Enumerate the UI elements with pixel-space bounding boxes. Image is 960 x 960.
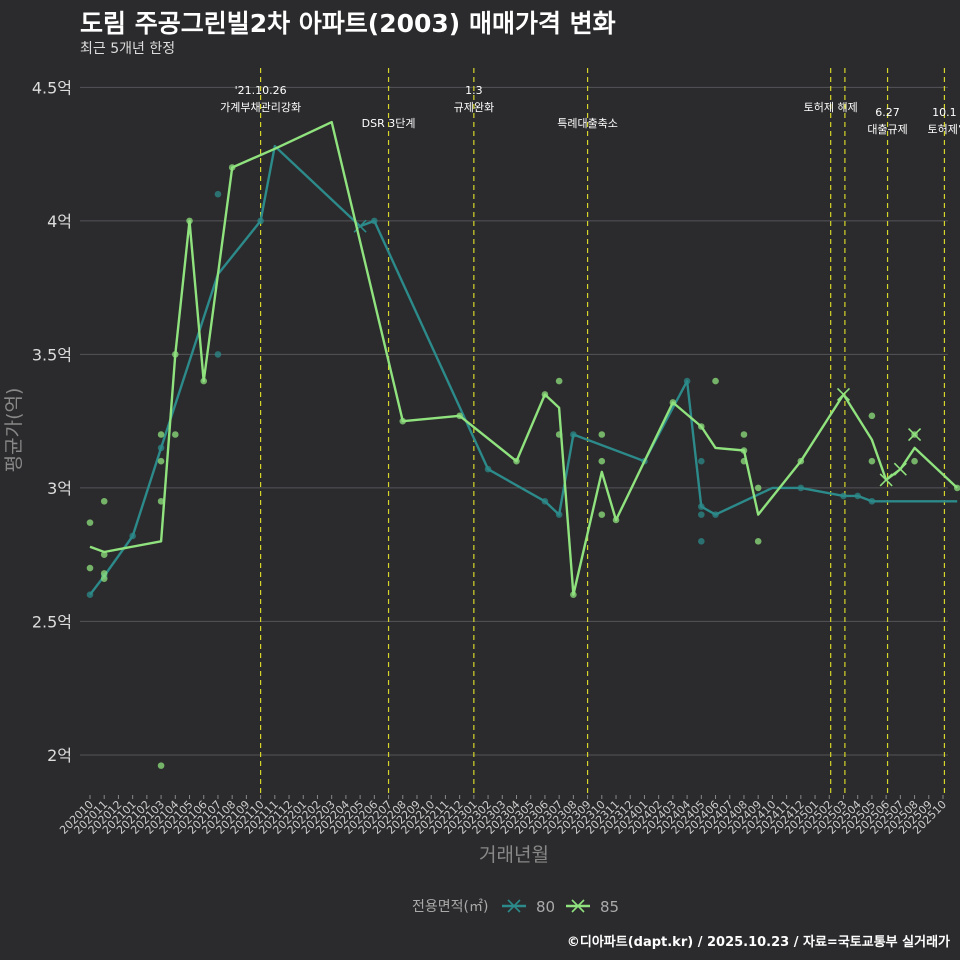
data-point-80 [698,511,705,518]
event-label: 대출규제 [867,123,907,136]
data-point-85 [754,538,762,545]
legend-label: 80 [536,898,555,916]
legend-key-cross [507,899,521,913]
data-point-85 [100,575,108,583]
data-point-85 [598,431,606,438]
legend-label: 85 [600,898,619,916]
data-point-80 [698,538,705,545]
legend-title: 전용면적(㎡) [412,899,488,915]
cross-marker-85 [879,473,893,487]
event-label: '21.10.26 [235,84,287,97]
x-axis-title: 거래년월 [479,844,549,866]
y-tick-label: 2억 [47,746,72,765]
y-axis-title: 평균가(억) [3,388,25,473]
data-point-85 [100,570,108,577]
event-label: 토허제 해제 [804,100,858,114]
data-point-85 [100,497,108,505]
data-point-85 [555,377,563,385]
data-point-85 [911,457,918,465]
data-point-85 [86,519,94,526]
chart-subtitle: 최근 5개년 한정 [80,41,176,57]
data-point-85 [86,564,94,572]
data-point-85 [157,497,165,505]
legend: 전용면적(㎡) 80 85 [412,898,619,916]
data-point-85 [157,762,165,769]
data-point-80 [214,190,222,198]
y-tick-label: 4억 [47,212,72,231]
y-tick-label: 3억 [47,479,72,498]
data-point-85 [157,457,165,465]
data-point-85 [712,377,719,385]
y-tick-label: 3.5억 [32,345,72,364]
y-tick-label: 2.5억 [32,612,72,631]
data-point-85 [100,551,108,558]
chart-title: 도림 주공그린빌2차 아파트(2003) 매매가격 변화 [80,9,616,38]
event-label: 규제완화 [454,101,494,114]
data-point-85 [157,431,165,438]
data-point-80 [214,351,222,358]
data-point-85 [868,457,876,465]
data-point-85 [868,412,876,420]
series-line-80 [89,144,958,596]
y-tick-label: 4.5억 [32,78,72,97]
cross-marker-85 [908,427,922,442]
source-caption: ©디아파트(dapt.kr) / 2025.10.23 / 자료=국토교통부 실… [566,935,950,950]
data-point-80 [698,457,705,465]
data-point-85 [598,511,606,518]
cross-marker-85 [836,387,851,402]
data-point-85 [740,431,748,438]
event-label: 가계부채관리강화 [220,101,301,114]
data-point-85 [598,457,606,465]
data-point-85 [754,484,762,492]
event-label: 특례대출축소 [557,117,618,130]
legend-key-cross [571,899,585,913]
data-point-85 [172,431,179,438]
series-line-85 [89,120,959,596]
event-label: 1.3 [465,84,483,97]
event-label: 6.27 [875,106,900,119]
event-label: DSR 3단계 [362,117,416,130]
event-label: 토허제’ [927,123,960,136]
cross-marker-85 [893,462,907,476]
event-label: 10.1 [932,106,957,119]
